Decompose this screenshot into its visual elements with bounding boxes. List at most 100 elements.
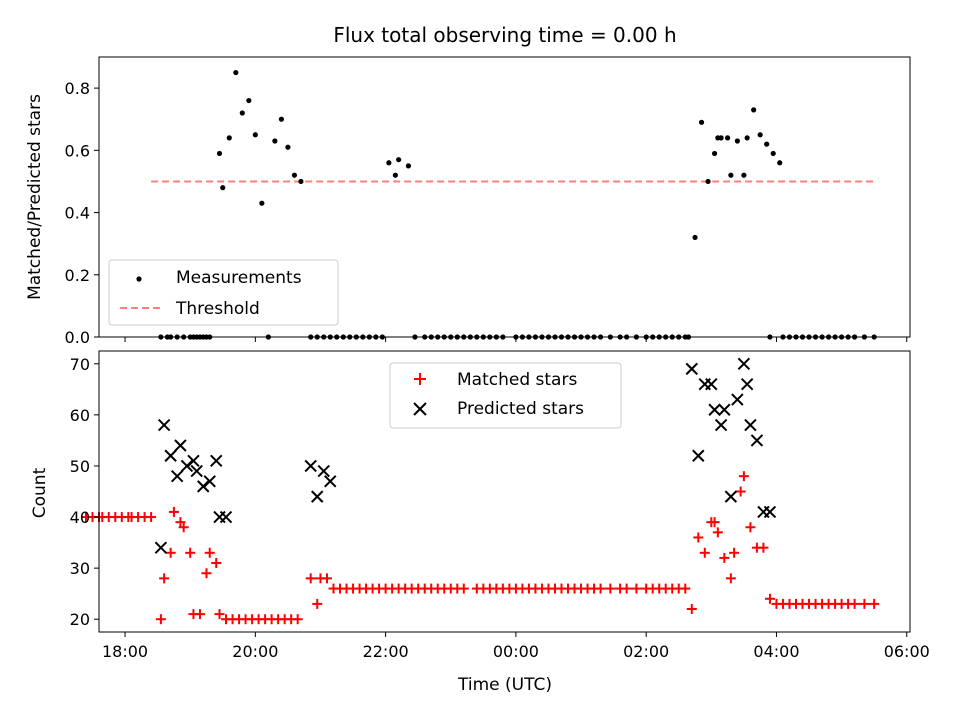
matched-star-point bbox=[621, 583, 632, 594]
matched-star-point bbox=[758, 542, 769, 553]
measurement-point bbox=[764, 141, 770, 147]
predicted-star-point bbox=[219, 510, 233, 524]
matched-star-point bbox=[719, 552, 730, 563]
legend-matched-label: Matched stars bbox=[457, 370, 577, 390]
measurement-point bbox=[757, 132, 763, 138]
measurement-point bbox=[718, 135, 724, 141]
measurement-point bbox=[751, 107, 757, 113]
matched-star-point bbox=[738, 471, 749, 482]
matched-star-point bbox=[595, 583, 606, 594]
predicted-star-point bbox=[718, 403, 731, 416]
bottom-xtick-label: 20:00 bbox=[232, 642, 278, 661]
measurement-point bbox=[216, 150, 223, 157]
matched-star-point bbox=[680, 583, 691, 594]
matched-star-point bbox=[735, 486, 746, 497]
predicted-star-point bbox=[164, 449, 177, 462]
matched-star-point bbox=[699, 547, 710, 558]
bottom-ylabel: Count bbox=[30, 467, 50, 518]
measurement-point bbox=[259, 200, 265, 206]
bottom-axes-frame bbox=[98, 350, 911, 633]
measurement-point bbox=[692, 234, 698, 241]
matched-star-point bbox=[458, 583, 469, 594]
legend-measurements-label: Measurements bbox=[176, 268, 302, 288]
predicted-star-point bbox=[685, 362, 698, 376]
predicted-star-point bbox=[154, 541, 168, 554]
predicted-star-point bbox=[744, 418, 757, 432]
matched-star-point bbox=[729, 547, 740, 558]
legend-measurements-marker bbox=[136, 276, 142, 282]
bottom-ytick-label: 40 bbox=[70, 508, 90, 527]
predicted-star-point bbox=[210, 454, 223, 468]
predicted-star-point bbox=[187, 454, 200, 468]
measurement-point bbox=[298, 178, 304, 185]
measurement-point bbox=[220, 185, 226, 191]
legend-matched-marker bbox=[414, 373, 426, 385]
predicted-star-point bbox=[324, 475, 337, 488]
predicted-star-point bbox=[750, 434, 764, 447]
measurement-point bbox=[396, 157, 402, 163]
measurement-point bbox=[285, 144, 291, 150]
predicted-star-point bbox=[740, 378, 754, 391]
measurement-point bbox=[705, 178, 711, 185]
predicted-star-point bbox=[731, 393, 744, 406]
matched-star-point bbox=[321, 573, 332, 584]
legend-predicted-label: Predicted stars bbox=[457, 399, 584, 419]
top-ytick-label: 0.6 bbox=[65, 141, 90, 160]
matched-star-point bbox=[194, 609, 205, 620]
figure-title: Flux total observing time = 0.00 h bbox=[333, 23, 676, 47]
predicted-star-point bbox=[705, 378, 718, 391]
matched-star-point bbox=[211, 558, 222, 569]
predicted-star-point bbox=[737, 357, 751, 370]
bottom-panel: 20 30 40 50 60 70 18:00 20:00 22:00 00:00 02:00 04… bbox=[30, 350, 930, 695]
predicted-star-point bbox=[763, 505, 777, 519]
measurement-point bbox=[252, 132, 258, 138]
matched-star-point bbox=[312, 598, 323, 609]
matched-star-point bbox=[605, 583, 616, 594]
predicted-star-point bbox=[724, 490, 738, 503]
top-ytick-label: 0.8 bbox=[65, 79, 90, 98]
matched-star-point bbox=[155, 614, 166, 625]
predicted-star-point bbox=[311, 490, 324, 503]
top-ytick-label: 0.4 bbox=[65, 204, 90, 223]
measurement-point bbox=[770, 150, 776, 157]
bottom-xtick-label: 06:00 bbox=[884, 642, 930, 661]
predicted-star-point bbox=[714, 418, 728, 432]
bottom-xlabel: Time (UTC) bbox=[457, 675, 552, 695]
predicted-star-point bbox=[304, 459, 317, 473]
matched-star-point bbox=[168, 506, 179, 517]
measurement-point bbox=[711, 150, 718, 157]
predicted-star-point bbox=[190, 464, 203, 478]
matched-star-point bbox=[165, 547, 176, 558]
measurement-point bbox=[777, 160, 783, 166]
matched-star-point bbox=[292, 614, 303, 625]
measurement-point bbox=[741, 172, 747, 178]
bottom-ytick-label: 60 bbox=[70, 406, 90, 425]
top-ylabel: Matched/Predicted stars bbox=[25, 94, 45, 300]
matched-star-point bbox=[859, 598, 870, 609]
measurement-point bbox=[272, 138, 278, 144]
matched-star-point bbox=[693, 532, 704, 543]
top-axes-frame bbox=[98, 56, 911, 338]
bottom-xtick-label: 22:00 bbox=[363, 642, 409, 661]
measurement-point bbox=[725, 135, 731, 141]
matched-star-point bbox=[709, 517, 720, 528]
matched-star-point bbox=[185, 547, 196, 558]
legend-threshold-label: Threshold bbox=[175, 299, 260, 319]
matched-star-point bbox=[745, 522, 756, 533]
measurement-point bbox=[728, 172, 734, 178]
predicted-star-point bbox=[157, 418, 171, 432]
bottom-legend: Matched stars Predicted stars bbox=[389, 362, 622, 429]
legend-predicted-marker bbox=[413, 402, 427, 416]
top-ytick-label: 0.0 bbox=[65, 328, 90, 347]
measurement-point bbox=[392, 172, 398, 178]
measurement-point bbox=[291, 172, 298, 178]
matched-star-point bbox=[869, 598, 880, 609]
predicted-star-point bbox=[174, 439, 187, 452]
matched-star-point bbox=[764, 593, 775, 604]
matched-star-point bbox=[204, 547, 215, 558]
bottom-xtick-label: 02:00 bbox=[623, 642, 669, 661]
matched-star-point bbox=[146, 512, 157, 523]
bottom-xtick-label: 00:00 bbox=[493, 642, 539, 661]
bottom-ytick-label: 70 bbox=[70, 355, 90, 374]
